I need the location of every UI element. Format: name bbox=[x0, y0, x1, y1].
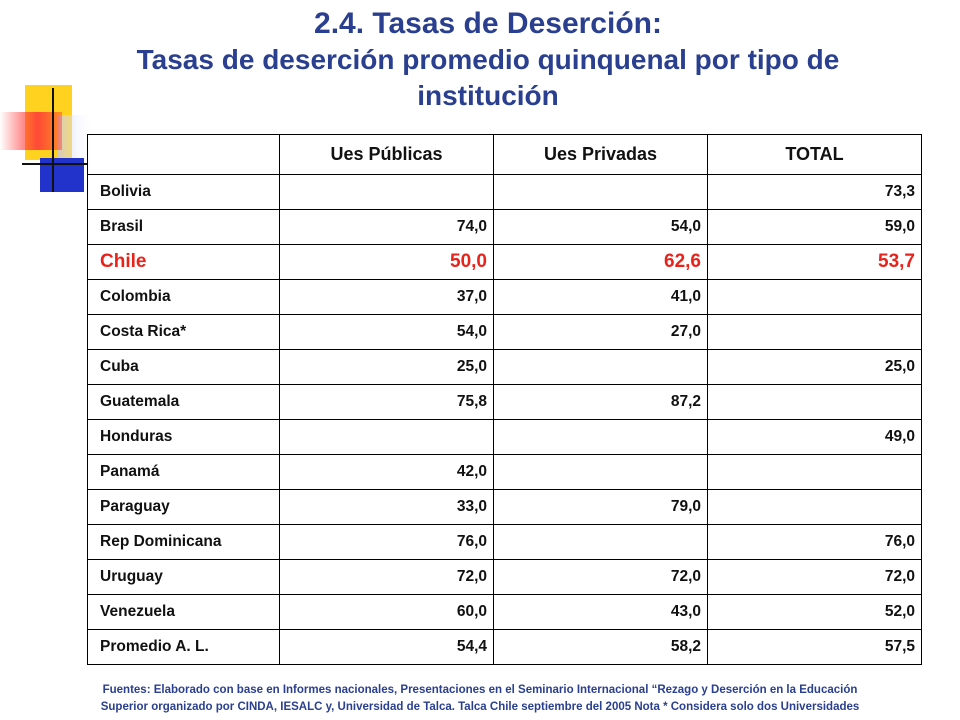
country-cell: Colombia bbox=[87, 279, 280, 315]
country-cell: Brasil bbox=[87, 209, 280, 245]
total-cell: 49,0 bbox=[707, 419, 922, 455]
header-privadas: Ues Privadas bbox=[493, 134, 708, 175]
publicas-cell bbox=[279, 419, 494, 455]
country-cell: Panamá bbox=[87, 454, 280, 490]
table-row: Panamá 42,0 bbox=[87, 454, 922, 490]
table-row: Bolivia 73,3 bbox=[87, 174, 922, 210]
total-cell bbox=[707, 384, 922, 420]
source-note-line-2: Superior organizado por CINDA, IESALC y,… bbox=[100, 701, 860, 713]
country-cell: Rep Dominicana bbox=[87, 524, 280, 560]
header-total: TOTAL bbox=[707, 134, 922, 175]
country-cell: Bolivia bbox=[87, 174, 280, 210]
table-row: Cuba 25,0 25,0 bbox=[87, 349, 922, 385]
privadas-cell bbox=[493, 174, 708, 210]
publicas-cell: 42,0 bbox=[279, 454, 494, 490]
total-cell: 57,5 bbox=[707, 629, 922, 665]
privadas-cell: 27,0 bbox=[493, 314, 708, 350]
publicas-cell: 54,0 bbox=[279, 314, 494, 350]
country-cell: Uruguay bbox=[87, 559, 280, 595]
table-row: Chile 50,0 62,6 53,7 bbox=[87, 244, 922, 280]
total-cell bbox=[707, 489, 922, 525]
privadas-cell bbox=[493, 524, 708, 560]
privadas-cell bbox=[493, 419, 708, 455]
table-row: Guatemala 75,8 87,2 bbox=[87, 384, 922, 420]
source-note-line-1: Fuentes: Elaborado con base en Informes … bbox=[102, 684, 858, 696]
country-cell: Venezuela bbox=[87, 594, 280, 630]
table-row: Honduras 49,0 bbox=[87, 419, 922, 455]
dropout-rates-table: Ues Públicas Ues Privadas TOTAL Bolivia 7… bbox=[87, 134, 922, 665]
privadas-cell: 87,2 bbox=[493, 384, 708, 420]
privadas-cell: 79,0 bbox=[493, 489, 708, 525]
privadas-cell bbox=[493, 349, 708, 385]
publicas-cell bbox=[279, 174, 494, 210]
corner-decoration bbox=[0, 85, 94, 192]
table-row: Colombia 37,0 41,0 bbox=[87, 279, 922, 315]
total-cell bbox=[707, 279, 922, 315]
country-cell: Paraguay bbox=[87, 489, 280, 525]
publicas-cell: 33,0 bbox=[279, 489, 494, 525]
country-cell: Honduras bbox=[87, 419, 280, 455]
total-cell: 25,0 bbox=[707, 349, 922, 385]
publicas-cell: 25,0 bbox=[279, 349, 494, 385]
total-cell: 73,3 bbox=[707, 174, 922, 210]
privadas-cell: 41,0 bbox=[493, 279, 708, 315]
privadas-cell: 72,0 bbox=[493, 559, 708, 595]
publicas-cell: 37,0 bbox=[279, 279, 494, 315]
page-title: 2.4. Tasas de Deserción: Tasas de deserc… bbox=[88, 6, 888, 114]
privadas-cell: 43,0 bbox=[493, 594, 708, 630]
total-cell: 72,0 bbox=[707, 559, 922, 595]
header-publicas: Ues Públicas bbox=[279, 134, 494, 175]
publicas-cell: 75,8 bbox=[279, 384, 494, 420]
table-body: Bolivia 73,3 Brasil 74,0 54,0 59,0 Chile 50,0 62… bbox=[87, 174, 922, 665]
total-cell bbox=[707, 454, 922, 490]
source-note: Fuentes: Elaborado con base en Informes … bbox=[30, 682, 930, 716]
publicas-cell: 74,0 bbox=[279, 209, 494, 245]
red-glow bbox=[0, 112, 62, 150]
header-country bbox=[87, 134, 280, 175]
publicas-cell: 50,0 bbox=[279, 244, 494, 280]
total-cell bbox=[707, 314, 922, 350]
country-cell: Chile bbox=[87, 244, 280, 280]
country-cell: Cuba bbox=[87, 349, 280, 385]
total-cell: 52,0 bbox=[707, 594, 922, 630]
publicas-cell: 72,0 bbox=[279, 559, 494, 595]
country-cell: Costa Rica* bbox=[87, 314, 280, 350]
table-row: Uruguay 72,0 72,0 72,0 bbox=[87, 559, 922, 595]
title-line-1: 2.4. Tasas de Deserción: bbox=[314, 7, 662, 40]
horizontal-line bbox=[22, 163, 88, 165]
publicas-cell: 76,0 bbox=[279, 524, 494, 560]
total-cell: 53,7 bbox=[707, 244, 922, 280]
privadas-cell: 54,0 bbox=[493, 209, 708, 245]
table-row: Promedio A. L. 54,4 58,2 57,5 bbox=[87, 629, 922, 665]
publicas-cell: 60,0 bbox=[279, 594, 494, 630]
total-cell: 59,0 bbox=[707, 209, 922, 245]
table-row: Rep Dominicana 76,0 76,0 bbox=[87, 524, 922, 560]
table-row: Paraguay 33,0 79,0 bbox=[87, 489, 922, 525]
country-cell: Guatemala bbox=[87, 384, 280, 420]
table-row: Brasil 74,0 54,0 59,0 bbox=[87, 209, 922, 245]
privadas-cell bbox=[493, 454, 708, 490]
country-cell: Promedio A. L. bbox=[87, 629, 280, 665]
publicas-cell: 54,4 bbox=[279, 629, 494, 665]
privadas-cell: 58,2 bbox=[493, 629, 708, 665]
table-row: Venezuela 60,0 43,0 52,0 bbox=[87, 594, 922, 630]
table-row: Costa Rica* 54,0 27,0 bbox=[87, 314, 922, 350]
vertical-line bbox=[52, 88, 54, 192]
table-header-row: Ues Públicas Ues Privadas TOTAL bbox=[87, 134, 922, 175]
total-cell: 76,0 bbox=[707, 524, 922, 560]
privadas-cell: 62,6 bbox=[493, 244, 708, 280]
title-line-2: Tasas de deserción promedio quinquenal p… bbox=[136, 44, 840, 111]
